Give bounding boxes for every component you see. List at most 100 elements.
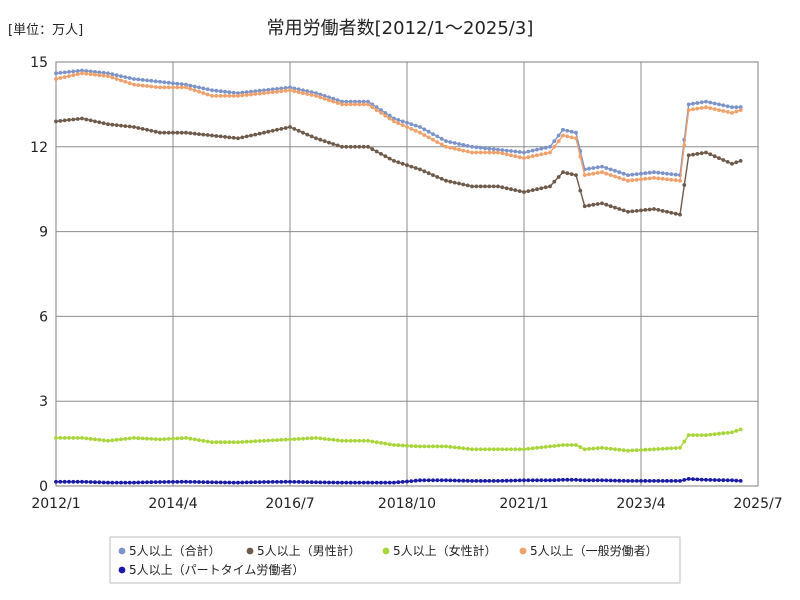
data-point [253, 92, 258, 96]
data-point [699, 106, 704, 110]
data-point [218, 480, 223, 485]
data-point [166, 480, 171, 484]
data-point [582, 173, 587, 178]
data-point [361, 144, 366, 149]
data-point [348, 144, 353, 149]
data-point [504, 186, 509, 191]
data-point [474, 479, 479, 483]
x-tick-label: 2012/1 [31, 496, 80, 512]
data-point [322, 437, 327, 441]
data-point [218, 94, 223, 98]
series-0 [54, 68, 743, 178]
data-point [474, 150, 479, 155]
data-point [197, 85, 201, 90]
data-point [500, 185, 505, 190]
data-point [673, 178, 678, 183]
data-point [578, 154, 583, 159]
data-point [517, 155, 522, 160]
data-point [275, 480, 279, 484]
data-point [470, 479, 474, 483]
data-point [691, 477, 695, 481]
data-point [283, 86, 288, 90]
data-point [67, 118, 71, 122]
data-point [383, 113, 388, 118]
data-point [201, 438, 206, 443]
data-point [721, 158, 726, 162]
series-3 [54, 71, 743, 183]
data-point [266, 87, 271, 92]
data-point [119, 74, 123, 78]
data-point [75, 479, 80, 484]
data-point [422, 478, 427, 483]
y-tick-label: 9 [39, 225, 48, 241]
data-point [470, 144, 474, 149]
x-tick-label: 2016/7 [265, 496, 314, 512]
data-point [487, 150, 492, 155]
data-point [465, 149, 470, 154]
data-point [591, 202, 596, 207]
data-point [569, 477, 574, 482]
data-point [561, 477, 565, 482]
data-point [665, 177, 669, 182]
data-point [184, 130, 188, 135]
data-point [348, 438, 353, 443]
legend-item: 5人以上（一般労働者） [519, 543, 658, 558]
data-point [93, 72, 97, 77]
data-point [218, 89, 223, 94]
data-point [387, 442, 392, 447]
data-point [309, 93, 314, 97]
data-point [695, 106, 700, 111]
data-point [461, 182, 466, 187]
data-point [188, 480, 193, 484]
data-point [513, 478, 518, 483]
data-point [682, 143, 687, 148]
data-point [678, 479, 682, 483]
data-point [240, 90, 245, 95]
data-point [608, 478, 613, 483]
data-point [613, 205, 617, 210]
data-point [192, 84, 197, 89]
data-point [166, 85, 171, 90]
data-point [725, 110, 730, 114]
data-point [591, 166, 596, 170]
data-point [444, 144, 448, 149]
data-point [483, 479, 487, 483]
data-point [483, 146, 487, 151]
data-point [400, 119, 405, 124]
data-point [236, 91, 240, 95]
data-point [149, 78, 154, 83]
data-point [686, 477, 691, 481]
data-point [678, 178, 682, 183]
data-point [665, 209, 669, 214]
data-point [582, 478, 587, 483]
data-point [500, 151, 505, 156]
data-point [530, 154, 535, 159]
data-point [539, 146, 544, 151]
data-point [322, 96, 327, 101]
data-point [405, 163, 409, 168]
data-point [734, 429, 739, 433]
data-point [236, 440, 240, 445]
data-point [405, 125, 409, 129]
data-point [331, 142, 336, 146]
data-point [67, 479, 71, 484]
data-point [244, 134, 249, 139]
data-point [301, 480, 305, 484]
data-point [734, 109, 739, 114]
data-point [140, 480, 145, 485]
data-point [214, 94, 219, 98]
data-point [257, 131, 262, 136]
data-point [600, 478, 604, 483]
data-point [704, 150, 708, 155]
data-point [452, 180, 457, 185]
data-point [93, 70, 97, 74]
data-point [123, 124, 128, 128]
data-point [526, 149, 531, 154]
data-point [197, 480, 201, 484]
data-point [457, 181, 461, 186]
data-point [231, 90, 236, 95]
data-point [88, 437, 93, 441]
data-point [67, 74, 71, 78]
data-point [643, 447, 648, 452]
data-point [132, 125, 136, 129]
